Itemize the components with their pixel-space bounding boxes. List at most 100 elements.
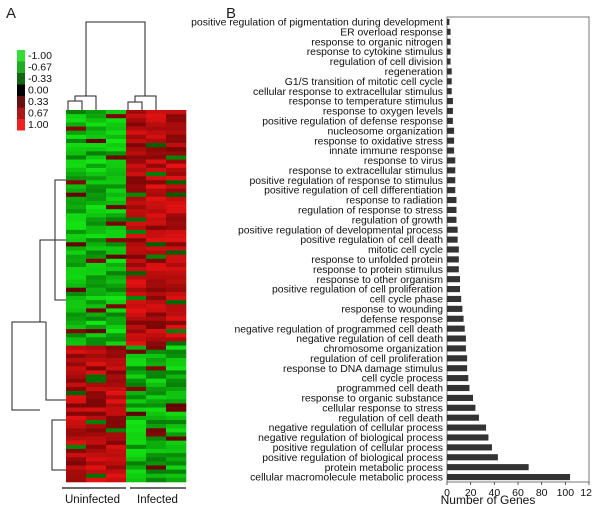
heatmap-cell — [146, 349, 167, 355]
heatmap-cell — [146, 242, 167, 247]
heatmap-cell — [126, 167, 147, 173]
heatmap-cell — [106, 258, 127, 264]
heatmap-cell — [166, 279, 187, 284]
heatmap-cell — [66, 184, 87, 189]
heatmap-cell — [86, 366, 107, 371]
heatmap-cell — [106, 349, 127, 355]
heatmap-cell — [126, 271, 147, 276]
heatmap-cell — [66, 229, 87, 235]
heatmap-cell — [146, 250, 167, 255]
heatmap-cell — [86, 411, 107, 417]
heatmap-cell — [146, 353, 167, 359]
heatmap-cell — [86, 370, 107, 375]
heatmap-cell — [66, 337, 87, 342]
heatmap-cell — [66, 118, 87, 123]
heatmap-cell — [86, 118, 107, 123]
heatmap-cell — [146, 200, 167, 206]
legend-label: 0.67 — [28, 108, 49, 120]
heatmap-cell — [126, 382, 147, 388]
heatmap-cell — [86, 184, 107, 189]
heatmap-cell — [86, 192, 107, 198]
heatmap-cell — [146, 163, 167, 169]
heatmap-cell — [166, 349, 187, 355]
heatmap-cell — [126, 312, 147, 317]
heatmap-cell — [66, 386, 87, 392]
heatmap-cell — [86, 151, 107, 156]
heatmap-cell — [166, 304, 187, 309]
heatmap-cell — [66, 262, 87, 268]
heatmap-cell — [106, 130, 127, 136]
heatmap-cell — [86, 308, 107, 313]
heatmap-cell — [126, 163, 147, 169]
heatmap-cell — [146, 333, 167, 338]
heatmap-cell — [106, 362, 127, 367]
heatmap-cell — [66, 304, 87, 309]
heatmap-cell — [126, 217, 147, 222]
bar — [447, 375, 469, 382]
heatmap-cell — [146, 440, 167, 446]
x-axis-title: Number of Genes — [441, 493, 536, 507]
heatmap-cell — [66, 122, 87, 127]
heatmap-cell — [66, 448, 87, 454]
heatmap-cell — [146, 122, 167, 127]
category-label: response to extracellular stimulus — [289, 166, 443, 177]
heatmap-cell — [166, 362, 187, 367]
heatmap-cell — [166, 205, 187, 210]
heatmap-cell — [106, 345, 127, 351]
heatmap-cell — [146, 271, 167, 276]
bar — [447, 473, 571, 481]
heatmap-cell — [106, 415, 127, 421]
bar — [447, 394, 474, 401]
category-label: cellular macromolecule metabolic process — [250, 473, 443, 484]
heatmap-cell — [126, 287, 147, 293]
heatmap-cell — [126, 130, 147, 136]
heatmap-cell — [86, 122, 107, 127]
bar — [447, 315, 464, 322]
x-tick-label: 120 — [580, 487, 592, 499]
heatmap-cell — [106, 176, 127, 181]
heatmap-cell — [106, 436, 127, 441]
heatmap-cell — [66, 147, 87, 152]
heatmap-cell — [126, 366, 147, 371]
heatmap-cell — [166, 118, 187, 123]
heatmap-cell — [146, 213, 167, 218]
heatmap-cell — [126, 122, 147, 127]
heatmap-cell — [86, 386, 107, 392]
heatmap-cell — [126, 461, 147, 466]
heatmap-cell — [106, 395, 127, 400]
heatmap-cell — [86, 444, 107, 450]
heatmap-cell — [106, 200, 127, 206]
heatmap-cell — [126, 436, 147, 441]
heatmap-cell — [86, 312, 107, 317]
heatmap-cell — [166, 366, 187, 371]
category-label: ER overload response — [340, 27, 443, 38]
heatmap-cell — [86, 147, 107, 152]
heatmap-cell — [146, 341, 167, 346]
heatmap-cell — [106, 300, 127, 305]
heatmap-cell — [166, 395, 187, 400]
heatmap-cell — [86, 180, 107, 185]
heatmap-cell — [146, 300, 167, 305]
heatmap-cell — [66, 287, 87, 293]
heatmap-cell — [86, 205, 107, 210]
bar — [447, 355, 468, 362]
heatmap-cell — [126, 254, 147, 260]
heatmap-cell — [166, 184, 187, 189]
heatmap-cell — [126, 250, 147, 255]
heatmap-cell — [166, 246, 187, 251]
heatmap-cell — [86, 473, 107, 479]
heatmap-cell — [126, 349, 147, 355]
heatmap-cell — [166, 353, 187, 359]
heatmap-cell — [106, 138, 127, 144]
heatmap-cell — [166, 324, 187, 330]
heatmap-cell — [86, 432, 107, 437]
bar — [447, 28, 451, 35]
heatmap-cell — [66, 477, 87, 483]
category-label: response to wounding — [341, 304, 443, 315]
x-tick-label: 60 — [512, 487, 524, 499]
heatmap-cell — [86, 477, 107, 483]
category-label: negative regulation of cellular process — [269, 423, 443, 434]
legend-label: -0.67 — [28, 62, 52, 74]
heatmap-cell — [86, 382, 107, 388]
bar — [447, 434, 489, 441]
